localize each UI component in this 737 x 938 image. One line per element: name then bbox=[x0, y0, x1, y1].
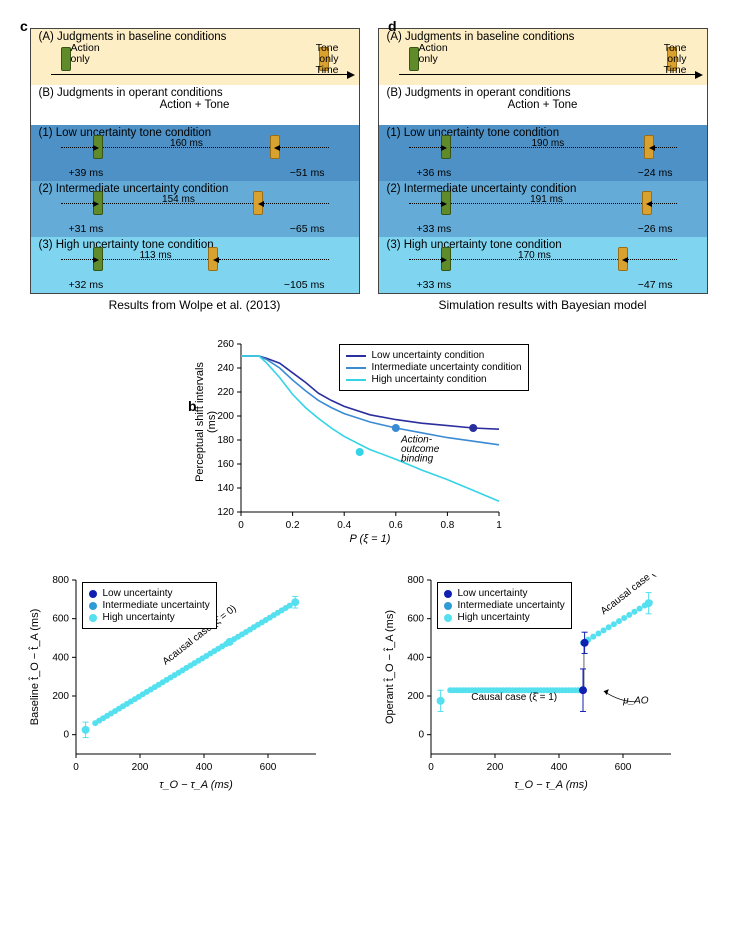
legend: Low uncertaintyIntermediate uncertaintyH… bbox=[82, 582, 217, 629]
gap-ms: 190 ms bbox=[529, 138, 566, 149]
gap-ms: 160 ms bbox=[168, 138, 205, 149]
svg-text:800: 800 bbox=[407, 575, 424, 586]
svg-text:0: 0 bbox=[428, 762, 434, 773]
box-caption: Results from Wolpe et al. (2013) bbox=[30, 298, 360, 312]
svg-text:260: 260 bbox=[217, 339, 234, 350]
svg-text:400: 400 bbox=[550, 762, 567, 773]
tone-shift-ms: −51 ms bbox=[290, 167, 325, 179]
action-shift-ms: +36 ms bbox=[417, 167, 452, 179]
gap-ms: 154 ms bbox=[160, 194, 197, 205]
svg-text:P (ξ = 1): P (ξ = 1) bbox=[349, 533, 390, 545]
figure: a (A) Judgments in baseline conditions A… bbox=[10, 28, 727, 794]
svg-text:Baseline t̂_O − t̂_A (ms): Baseline t̂_O − t̂_A (ms) bbox=[27, 609, 41, 725]
action-only-label: Actiononly bbox=[419, 43, 448, 65]
gap-ms: 113 ms bbox=[138, 250, 174, 261]
svg-text:Causal case (ξ̂ = 1): Causal case (ξ̂ = 1) bbox=[471, 691, 557, 703]
svg-text:400: 400 bbox=[52, 652, 69, 663]
panel-c: 0 200 400 600 800 0 200 400 600 τ_O − τ_A (ms) Bas… bbox=[24, 574, 359, 794]
svg-text:120: 120 bbox=[217, 507, 234, 518]
svg-text:0.6: 0.6 bbox=[388, 520, 402, 531]
panel-d-label: d bbox=[388, 18, 397, 34]
panel-a: (A) Judgments in baseline conditions Act… bbox=[10, 28, 727, 312]
tone-only-label: ToneonlyTime bbox=[664, 43, 687, 76]
svg-text:200: 200 bbox=[131, 762, 148, 773]
svg-text:τ_O − τ_A (ms): τ_O − τ_A (ms) bbox=[514, 779, 588, 791]
svg-text:600: 600 bbox=[614, 762, 631, 773]
svg-text:400: 400 bbox=[195, 762, 212, 773]
svg-text:200: 200 bbox=[486, 762, 503, 773]
operant-title: (B) Judgments in operant conditions bbox=[39, 87, 351, 99]
legend: Low uncertaintyIntermediate uncertaintyH… bbox=[437, 582, 572, 629]
panel-d: 0 200 400 600 800 0 200 400 600 τ_O − τ_A (ms) Ope… bbox=[379, 574, 714, 794]
tone-only-label: ToneonlyTime bbox=[316, 43, 339, 76]
svg-text:400: 400 bbox=[407, 652, 424, 663]
svg-text:200: 200 bbox=[52, 691, 69, 702]
legend-label: High uncertainty condition bbox=[372, 374, 487, 385]
tone-shift-ms: −26 ms bbox=[638, 223, 673, 235]
condition-title: (3) High uncertainty tone condition bbox=[39, 239, 351, 251]
svg-text:800: 800 bbox=[52, 575, 69, 586]
svg-text:160: 160 bbox=[217, 459, 234, 470]
svg-text:μ_AO: μ_AO bbox=[622, 696, 649, 707]
legend-label: Intermediate uncertainty bbox=[458, 600, 565, 611]
action-shift-ms: +39 ms bbox=[69, 167, 104, 179]
svg-text:240: 240 bbox=[217, 363, 234, 374]
svg-text:0.2: 0.2 bbox=[285, 520, 299, 531]
legend-label: High uncertainty bbox=[458, 612, 530, 623]
svg-text:binding: binding bbox=[400, 454, 433, 465]
svg-text:0.8: 0.8 bbox=[440, 520, 454, 531]
panel-cd-row: c 02004006008000200400600τ_O − τ_A (ms)B… bbox=[10, 574, 727, 794]
svg-text:Perceptual shift intervals: Perceptual shift intervals bbox=[194, 362, 206, 482]
experiment-box: (A) Judgments in baseline conditions Act… bbox=[378, 28, 708, 294]
svg-text:140: 140 bbox=[217, 483, 234, 494]
tone-shift-ms: −24 ms bbox=[638, 167, 673, 179]
legend-label: Low uncertainty condition bbox=[372, 350, 485, 361]
panel-b: 12014016018020022024026000.20.40.60.81Ac… bbox=[189, 338, 549, 548]
gap-ms: 170 ms bbox=[516, 250, 553, 261]
svg-text:200: 200 bbox=[217, 411, 234, 422]
svg-text:0: 0 bbox=[63, 730, 69, 741]
legend-label: High uncertainty bbox=[103, 612, 175, 623]
tone-shift-ms: −65 ms bbox=[290, 223, 325, 235]
svg-text:0.4: 0.4 bbox=[337, 520, 351, 531]
svg-text:0: 0 bbox=[238, 520, 244, 531]
tone-shift-ms: −105 ms bbox=[284, 279, 325, 291]
svg-text:0: 0 bbox=[418, 730, 424, 741]
legend: Low uncertainty conditionIntermediate un… bbox=[339, 344, 529, 391]
svg-text:τ_O − τ_A (ms): τ_O − τ_A (ms) bbox=[159, 779, 233, 791]
svg-text:600: 600 bbox=[52, 614, 69, 625]
svg-text:600: 600 bbox=[407, 614, 424, 625]
experiment-box: (A) Judgments in baseline conditions Act… bbox=[30, 28, 360, 294]
action-shift-ms: +32 ms bbox=[69, 279, 104, 291]
action-shift-ms: +31 ms bbox=[69, 223, 104, 235]
tone-shift-ms: −47 ms bbox=[638, 279, 673, 291]
svg-text:(ms): (ms) bbox=[206, 411, 218, 433]
svg-text:600: 600 bbox=[259, 762, 276, 773]
panel-c-label: c bbox=[20, 18, 28, 34]
action-tone-label: Action + Tone bbox=[39, 99, 351, 111]
action-tone-label: Action + Tone bbox=[387, 99, 699, 111]
svg-text:1: 1 bbox=[496, 520, 502, 531]
box-caption: Simulation results with Bayesian model bbox=[378, 298, 708, 312]
svg-text:Operant t̂_O − t̂_A (ms): Operant t̂_O − t̂_A (ms) bbox=[382, 610, 396, 724]
legend-label: Low uncertainty bbox=[458, 588, 528, 599]
svg-text:200: 200 bbox=[407, 691, 424, 702]
svg-text:180: 180 bbox=[217, 435, 234, 446]
action-only-label: Actiononly bbox=[71, 43, 100, 65]
svg-text:0: 0 bbox=[73, 762, 79, 773]
svg-text:220: 220 bbox=[217, 387, 234, 398]
legend-label: Low uncertainty bbox=[103, 588, 173, 599]
gap-ms: 191 ms bbox=[528, 194, 565, 205]
action-shift-ms: +33 ms bbox=[417, 279, 452, 291]
legend-label: Intermediate uncertainty condition bbox=[372, 362, 522, 373]
legend-label: Intermediate uncertainty bbox=[103, 600, 210, 611]
operant-title: (B) Judgments in operant conditions bbox=[387, 87, 699, 99]
action-shift-ms: +33 ms bbox=[417, 223, 452, 235]
